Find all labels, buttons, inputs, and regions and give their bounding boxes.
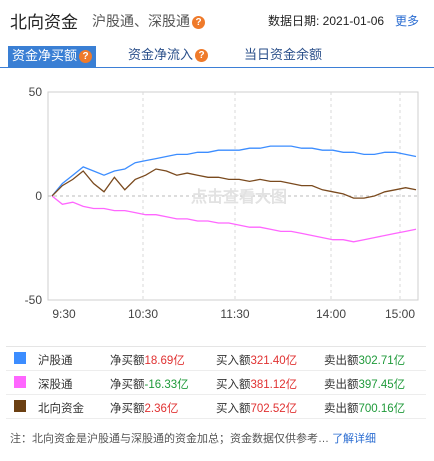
legend-name: 北向资金 [38,403,84,415]
x-tick-label: 11:30 [220,307,249,321]
footnote: 注：北向资金是沪股通与深股通的资金加总；资金数据仅供参考… 了解详细 [10,430,376,446]
legend-buy: 买入额702.52亿 [216,400,297,416]
legend-table: 沪股通 净买额18.69亿 买入额321.40亿 卖出额302.71亿 深股通 … [6,346,426,419]
net-label: 净买额 [110,355,145,367]
buy-value: 321.40亿 [250,355,298,367]
buy-label: 买入额 [216,355,251,367]
chart-svg: 50 0 -50 9:30 10:30 11:30 14:00 15:00 点击查看大图 [25,85,419,321]
y-axis-labels: 50 0 -50 [25,85,43,307]
tab-net-inflow[interactable]: 资金净流入? [128,46,209,68]
buy-value: 381.12亿 [250,379,298,391]
help-icon[interactable]: ? [79,50,93,64]
net-value: -16.33亿 [144,379,189,391]
chart-watermark: 点击查看大图 [191,187,287,206]
tab-daily-balance-label: 当日资金余额 [244,47,323,62]
buy-value: 702.52亿 [250,403,298,415]
legend-row-north: 北向资金 净买额2.36亿 买入额702.52亿 卖出额700.16亿 [6,395,426,419]
chart-grid [47,91,419,301]
buy-label: 买入额 [216,379,251,391]
legend-swatch [14,352,26,364]
tab-net-buy-label: 资金净买额 [12,48,78,63]
legend-buy: 买入额381.12亿 [216,376,297,392]
panel-title: 北向资金 [10,13,78,32]
legend-sell: 卖出额700.16亿 [324,400,405,416]
chart-series [51,145,417,243]
x-axis-labels: 9:30 10:30 11:30 14:00 15:00 [52,307,415,321]
footnote-ellipsis: … [318,433,333,445]
legend-net: 净买额18.69亿 [110,352,185,368]
tab-net-buy[interactable]: 资金净买额? [8,46,97,68]
legend-buy: 买入额321.40亿 [216,352,297,368]
data-date: 数据日期: 2021-01-06 [268,14,385,28]
sell-value: 302.71亿 [358,355,406,367]
legend-row-sh: 沪股通 净买额18.69亿 买入额321.40亿 卖出额302.71亿 [6,347,426,371]
panel-subtitle: 沪股通、深股通? [92,11,205,31]
footnote-text: 注：北向资金是沪股通与深股通的资金加总；资金数据仅供参考 [10,433,318,445]
net-buy-chart[interactable]: 50 0 -50 9:30 10:30 11:30 14:00 15:00 点击查看大图 [0,80,434,330]
buy-label: 买入额 [216,403,251,415]
sell-label: 卖出额 [324,379,359,391]
legend-swatch [14,376,26,388]
net-label: 净买额 [110,379,145,391]
sell-value: 397.45亿 [358,379,406,391]
legend-sell: 卖出额397.45亿 [324,376,405,392]
x-tick-label: 9:30 [52,307,76,321]
legend-swatch [14,400,26,412]
watermark-text: 点击查看大图 [191,187,287,206]
x-tick-label: 15:00 [385,307,415,321]
sell-label: 卖出额 [324,403,359,415]
legend-net: 净买额2.36亿 [110,400,178,416]
subtitle-text: 沪股通、深股通 [92,13,190,29]
legend-net: 净买额-16.33亿 [110,376,189,392]
series-line-0 [51,145,417,197]
more-link[interactable]: 更多 [395,14,420,28]
help-icon[interactable]: ? [195,49,209,63]
y-tick-label: 0 [35,189,42,203]
net-value: 2.36亿 [144,403,179,415]
tab-bar: 资金净买额? 资金净流入? 当日资金余额 [0,40,434,68]
y-tick-label: -50 [25,293,43,307]
series-line-2 [51,168,417,199]
tab-net-inflow-label: 资金净流入 [128,47,194,62]
sell-label: 卖出额 [324,355,359,367]
legend-name: 深股通 [38,379,73,391]
x-tick-label: 10:30 [128,307,158,321]
x-tick-label: 14:00 [316,307,346,321]
series-line-1 [51,195,417,243]
net-value: 18.69亿 [144,355,185,367]
tab-daily-balance[interactable]: 当日资金余额 [244,46,322,68]
legend-row-sz: 深股通 净买额-16.33亿 买入额381.12亿 卖出额397.45亿 [6,371,426,395]
legend-sell: 卖出额302.71亿 [324,352,405,368]
net-label: 净买额 [110,403,145,415]
learn-more-link[interactable]: 了解详细 [332,433,377,445]
panel-header: 北向资金 沪股通、深股通? 数据日期: 2021-01-06 更多 [0,0,434,38]
sell-value: 700.16亿 [358,403,406,415]
help-icon[interactable]: ? [192,15,205,29]
y-tick-label: 50 [29,85,43,99]
legend-name: 沪股通 [38,355,73,367]
